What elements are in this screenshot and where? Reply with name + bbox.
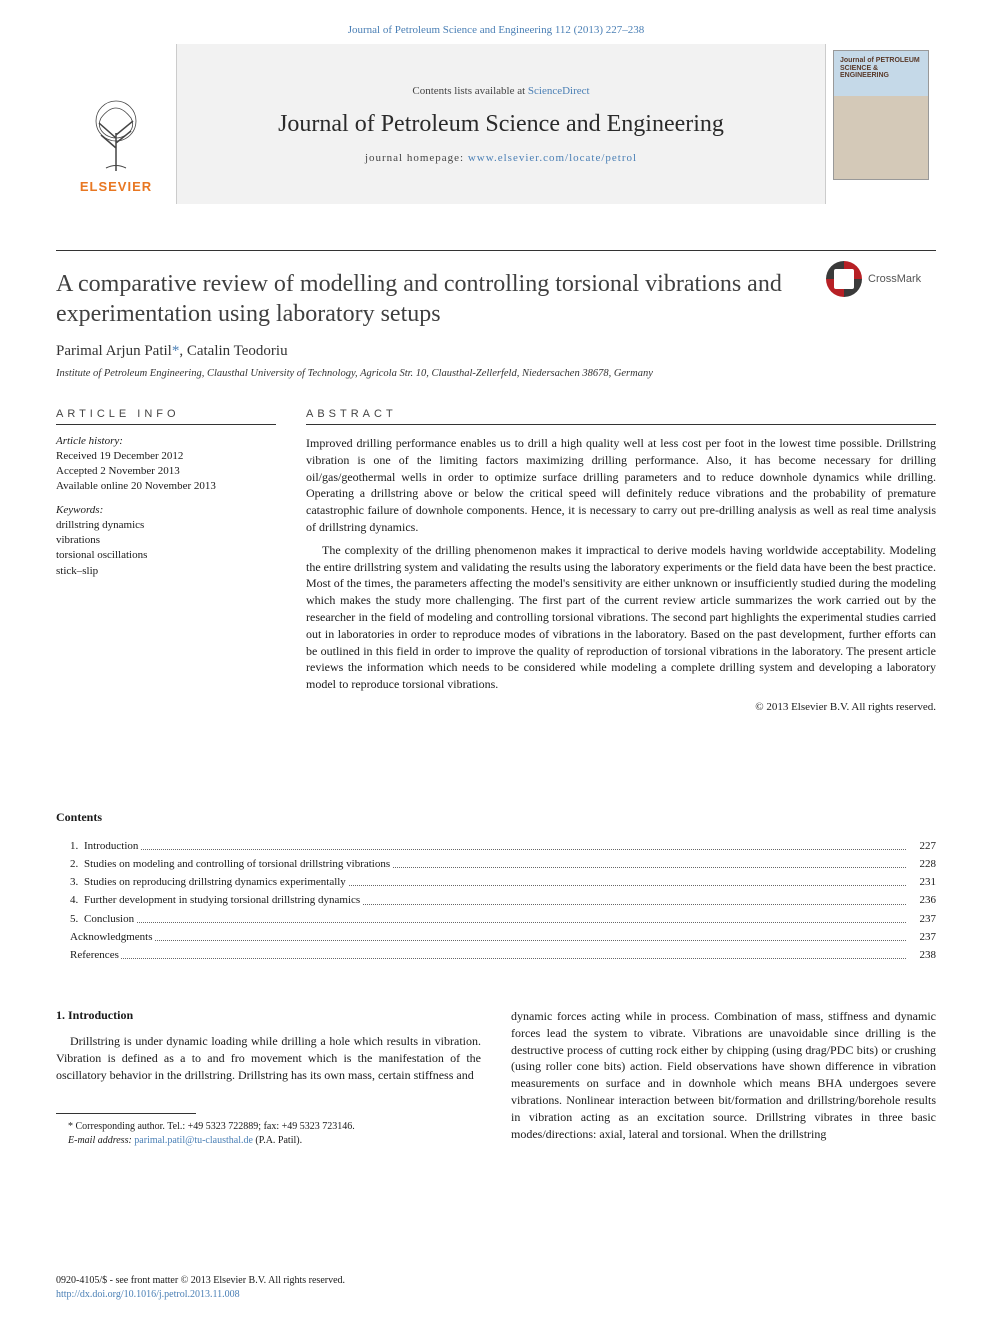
footnote-rule (56, 1113, 196, 1114)
keyword-item: torsional oscillations (56, 548, 276, 563)
toc-page: 237 (906, 928, 936, 946)
toc-row[interactable]: 2.Studies on modeling and controlling of… (56, 855, 936, 873)
author-1: Parimal Arjun Patil (56, 343, 172, 359)
history-text: Received 19 December 2012Accepted 2 Nove… (56, 449, 276, 494)
journal-citation-link[interactable]: Journal of Petroleum Science and Enginee… (348, 24, 552, 36)
page-footer: 0920-4105/$ - see front matter © 2013 El… (56, 1274, 345, 1301)
toc-page: 236 (906, 891, 936, 909)
toc-title: Acknowledgments (70, 928, 906, 946)
keywords-list: drillstring dynamicsvibrationstorsional … (56, 518, 276, 580)
abstract-heading: ABSTRACT (306, 408, 936, 425)
history-label: Article history: (56, 435, 276, 447)
toc-title: Studies on modeling and controlling of t… (84, 855, 906, 873)
toc-title: Further development in studying torsiona… (84, 891, 906, 909)
author-list: Parimal Arjun Patil*, Catalin Teodoriu (56, 343, 936, 360)
toc-row[interactable]: Acknowledgments237 (56, 928, 936, 946)
toc-title: Studies on reproducing drillstring dynam… (84, 873, 906, 891)
body-left-column: 1. Introduction Drillstring is under dyn… (56, 1008, 481, 1148)
body-right-column: dynamic forces acting while in process. … (511, 1008, 936, 1148)
cover-thumbnail-box: Journal of PETROLEUM SCIENCE & ENGINEERI… (826, 44, 936, 204)
elsevier-tree-icon (81, 93, 151, 173)
top-citation: Journal of Petroleum Science and Enginee… (0, 24, 992, 36)
toc-row[interactable]: 5.Conclusion237 (56, 910, 936, 928)
toc-number (56, 946, 70, 964)
volume-pages: 112 (2013) 227–238 (552, 24, 644, 36)
toc-page: 228 (906, 855, 936, 873)
toc-number: 4. (56, 891, 84, 909)
toc-row[interactable]: 1.Introduction227 (56, 837, 936, 855)
toc-page: 237 (906, 910, 936, 928)
author-2: , Catalin Teodoriu (179, 343, 287, 359)
contents-available-line: Contents lists available at ScienceDirec… (412, 85, 589, 97)
title-block: A comparative review of modelling and co… (56, 250, 936, 379)
history-line: Accepted 2 November 2013 (56, 464, 276, 479)
crossmark-badge[interactable]: CrossMark (826, 254, 936, 304)
sciencedirect-link[interactable]: ScienceDirect (528, 85, 590, 97)
publisher-logo-box: ELSEVIER (56, 44, 176, 204)
affiliation: Institute of Petroleum Engineering, Clau… (56, 368, 936, 379)
keywords-label: Keywords: (56, 504, 276, 516)
email-label: E-mail address: (68, 1135, 134, 1146)
history-line: Available online 20 November 2013 (56, 479, 276, 494)
toc-row[interactable]: References238 (56, 946, 936, 964)
toc-number: 2. (56, 855, 84, 873)
journal-name: Journal of Petroleum Science and Enginee… (278, 111, 724, 138)
intro-left-p: Drillstring is under dynamic loading whi… (56, 1033, 481, 1083)
contents-prefix: Contents lists available at (412, 85, 527, 97)
toc-number (56, 928, 70, 946)
footer-copyright: 0920-4105/$ - see front matter © 2013 El… (56, 1274, 345, 1288)
toc-page: 231 (906, 873, 936, 891)
toc-list: 1.Introduction2272.Studies on modeling a… (56, 837, 936, 964)
contents-heading: Contents (56, 810, 936, 825)
keyword-item: drillstring dynamics (56, 518, 276, 533)
intro-right-p: dynamic forces acting while in process. … (511, 1008, 936, 1142)
body-columns: 1. Introduction Drillstring is under dyn… (56, 1008, 936, 1148)
email-link[interactable]: parimal.patil@tu-clausthal.de (134, 1135, 253, 1146)
elsevier-wordmark: ELSEVIER (80, 179, 152, 194)
crossmark-icon (826, 261, 862, 297)
email-suffix: (P.A. Patil). (253, 1135, 302, 1146)
keyword-item: stick–slip (56, 564, 276, 579)
toc-number: 1. (56, 837, 84, 855)
toc-row[interactable]: 3.Studies on reproducing drillstring dyn… (56, 873, 936, 891)
toc-page: 227 (906, 837, 936, 855)
info-abstract-row: ARTICLE INFO Article history: Received 1… (56, 408, 936, 713)
article-info-heading: ARTICLE INFO (56, 408, 276, 425)
homepage-line: journal homepage: www.elsevier.com/locat… (365, 152, 637, 164)
keyword-item: vibrations (56, 533, 276, 548)
header-center: Contents lists available at ScienceDirec… (176, 44, 826, 204)
abstract-copyright: © 2013 Elsevier B.V. All rights reserved… (306, 701, 936, 713)
section-1-heading: 1. Introduction (56, 1008, 481, 1023)
history-line: Received 19 December 2012 (56, 449, 276, 464)
toc-title: Introduction (84, 837, 906, 855)
article-title: A comparative review of modelling and co… (56, 269, 936, 329)
crossmark-label: CrossMark (868, 273, 921, 285)
toc-row[interactable]: 4.Further development in studying torsio… (56, 891, 936, 909)
homepage-link[interactable]: www.elsevier.com/locate/petrol (468, 152, 637, 164)
toc-title: References (70, 946, 906, 964)
toc-title: Conclusion (84, 910, 906, 928)
journal-header: ELSEVIER Contents lists available at Sci… (56, 44, 936, 204)
abstract-p2: The complexity of the drilling phenomeno… (306, 542, 936, 693)
abstract-p1: Improved drilling performance enables us… (306, 435, 936, 536)
toc-number: 3. (56, 873, 84, 891)
contents-section: Contents 1.Introduction2272.Studies on m… (56, 810, 936, 964)
toc-page: 238 (906, 946, 936, 964)
toc-number: 5. (56, 910, 84, 928)
doi-link[interactable]: http://dx.doi.org/10.1016/j.petrol.2013.… (56, 1289, 240, 1300)
journal-cover-image: Journal of PETROLEUM SCIENCE & ENGINEERI… (833, 50, 929, 180)
article-info-column: ARTICLE INFO Article history: Received 1… (56, 408, 276, 713)
abstract-column: ABSTRACT Improved drilling performance e… (306, 408, 936, 713)
corresponding-footnote: * Corresponding author. Tel.: +49 5323 7… (56, 1120, 481, 1134)
homepage-prefix: journal homepage: (365, 152, 468, 164)
email-footnote: E-mail address: parimal.patil@tu-clausth… (56, 1134, 481, 1148)
cover-title-text: Journal of PETROLEUM SCIENCE & ENGINEERI… (840, 57, 922, 80)
title-rule (56, 250, 936, 251)
